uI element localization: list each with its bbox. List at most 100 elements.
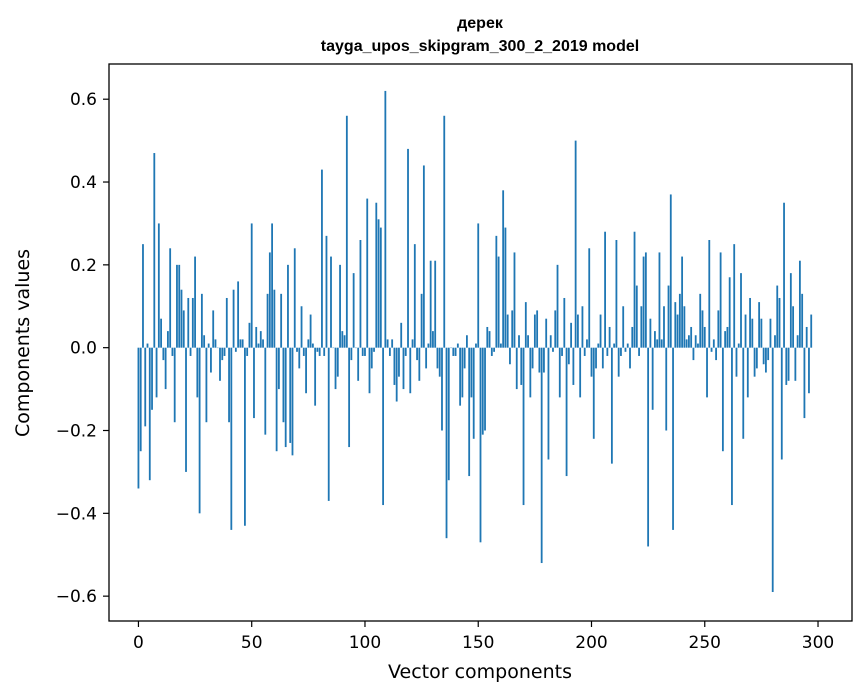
bar-component-249 (702, 310, 704, 347)
bar-component-207 (606, 348, 608, 356)
bar-component-5 (149, 348, 151, 481)
bar-component-144 (464, 348, 466, 369)
bar-component-243 (688, 335, 690, 347)
bar-component-158 (495, 236, 497, 348)
bar-component-128 (427, 344, 429, 348)
bar-component-171 (525, 302, 527, 348)
bar-component-125 (421, 294, 423, 348)
bar-component-79 (317, 348, 319, 352)
bar-component-239 (679, 294, 681, 348)
bar-component-122 (414, 244, 416, 348)
x-tick-label: 300 (802, 633, 834, 653)
bar-component-241 (683, 306, 685, 347)
bar-component-281 (774, 335, 776, 347)
bar-component-163 (507, 315, 509, 348)
bar-component-282 (776, 286, 778, 348)
bar-component-9 (158, 223, 160, 347)
bar-component-185 (557, 265, 559, 348)
bar-component-289 (792, 306, 794, 347)
bar-component-66 (287, 265, 289, 348)
bar-component-230 (659, 252, 661, 347)
bar-component-81 (321, 170, 323, 348)
bar-component-2 (142, 244, 144, 348)
y-axis-label: Components values (12, 249, 34, 437)
bar-component-149 (475, 344, 477, 348)
bar-component-10 (160, 319, 162, 348)
bar-component-72 (301, 306, 303, 347)
bar-component-287 (788, 348, 790, 381)
bar-component-109 (384, 91, 386, 348)
bar-component-92 (346, 116, 348, 348)
bar-component-262 (731, 348, 733, 505)
bar-component-268 (745, 315, 747, 348)
bar-component-238 (677, 315, 679, 348)
bar-component-118 (405, 348, 407, 356)
bar-component-242 (686, 339, 688, 347)
bar-component-232 (663, 306, 665, 347)
bar-component-4 (147, 344, 149, 348)
bar-component-119 (407, 149, 409, 348)
bar-component-197 (584, 348, 586, 356)
bar-component-54 (260, 331, 262, 348)
bar-component-226 (649, 319, 651, 348)
bar-component-25 (194, 257, 196, 348)
bar-component-56 (264, 348, 266, 435)
bar-component-164 (509, 348, 511, 365)
bar-component-146 (468, 348, 470, 476)
bar-component-295 (806, 327, 808, 348)
bar-component-204 (600, 315, 602, 348)
bar-component-132 (437, 348, 439, 369)
bar-component-266 (740, 273, 742, 348)
bar-component-23 (190, 348, 192, 356)
bar-component-99 (362, 348, 364, 356)
y-tick-label: 0.0 (70, 339, 97, 359)
bar-component-293 (801, 294, 803, 348)
bar-component-139 (452, 348, 454, 356)
y-tick-label: 0.2 (70, 256, 97, 276)
bar-component-257 (720, 252, 722, 347)
bar-component-103 (371, 348, 373, 369)
bar-component-244 (690, 327, 692, 348)
bar-component-196 (582, 306, 584, 347)
bar-component-224 (645, 252, 647, 347)
bar-component-73 (303, 348, 305, 356)
bar-component-134 (441, 348, 443, 431)
bar-component-218 (631, 327, 633, 348)
bar-component-3 (144, 348, 146, 427)
bar-component-67 (289, 348, 291, 443)
bar-component-202 (595, 348, 597, 369)
bar-component-212 (618, 348, 620, 377)
bar-component-34 (215, 339, 217, 347)
bar-component-274 (758, 302, 760, 348)
bar-component-286 (785, 348, 787, 385)
bar-component-206 (604, 232, 606, 348)
bar-component-151 (480, 348, 482, 543)
bar-component-101 (366, 199, 368, 348)
bar-component-261 (729, 277, 731, 347)
bar-component-57 (267, 294, 269, 348)
bar-component-64 (283, 348, 285, 423)
bar-component-37 (221, 348, 223, 360)
bar-component-21 (185, 348, 187, 472)
bar-component-193 (575, 141, 577, 348)
bar-component-297 (810, 315, 812, 348)
bar-component-51 (253, 348, 255, 418)
bar-component-24 (192, 298, 194, 348)
bar-component-41 (230, 348, 232, 530)
x-tick-label: 150 (462, 633, 494, 653)
bar-component-83 (326, 236, 328, 348)
bar-component-177 (538, 348, 540, 373)
bar-component-279 (770, 319, 772, 348)
bar-component-97 (357, 348, 359, 381)
bar-component-106 (378, 219, 380, 347)
bar-component-187 (561, 348, 563, 356)
bar-component-69 (294, 248, 296, 347)
bar-component-280 (772, 348, 774, 592)
bar-component-166 (514, 252, 516, 347)
bar-component-88 (337, 348, 339, 377)
bar-component-43 (235, 348, 237, 352)
bar-component-188 (563, 298, 565, 348)
bars-group (138, 91, 813, 592)
bar-component-222 (640, 306, 642, 347)
